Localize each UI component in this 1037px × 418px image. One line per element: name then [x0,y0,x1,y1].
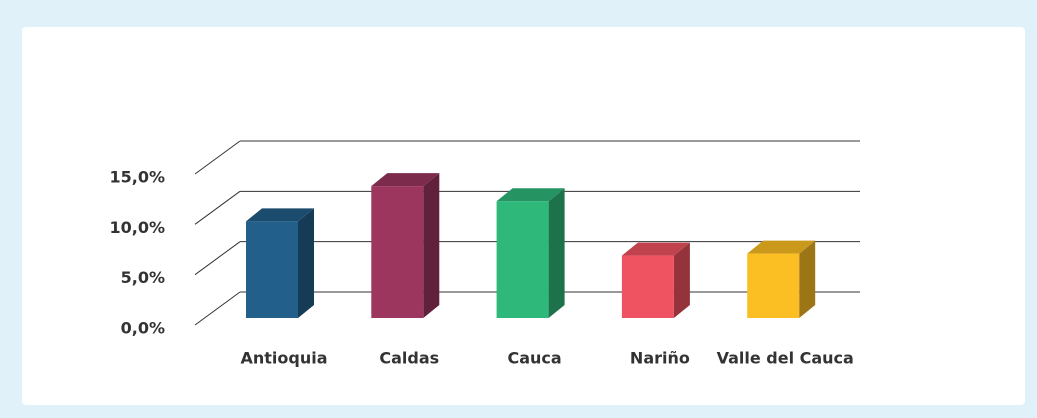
x-tick-label: Caldas [379,349,439,368]
bar [621,255,674,318]
y-tick-label: 0,0% [121,319,165,338]
bar-side [673,242,690,318]
x-tick-label: Nariño [630,349,690,368]
grid-line-side [194,241,241,276]
bar-side [799,240,816,318]
bar-top [246,208,314,222]
grid-line-side [194,140,241,175]
grid-line-side [194,190,241,225]
grid-line-side [194,291,241,326]
y-tick-label: 10,0% [109,218,165,237]
bar-top [496,188,565,202]
bar-top [371,173,440,187]
y-tick-label: 5,0% [121,268,165,287]
bar-side [548,188,565,318]
bar [246,221,298,318]
bar [496,201,549,318]
bar [747,253,800,318]
x-tick-label: Cauca [507,349,561,368]
bar-side [423,173,440,318]
bar-top [747,240,816,254]
bar-side [298,208,314,318]
x-tick-label: Antioquia [240,349,327,368]
bar [371,186,424,318]
y-tick-label: 15,0% [109,168,165,187]
x-tick-label: Valle del Cauca [717,349,854,368]
bar-top [621,242,690,256]
